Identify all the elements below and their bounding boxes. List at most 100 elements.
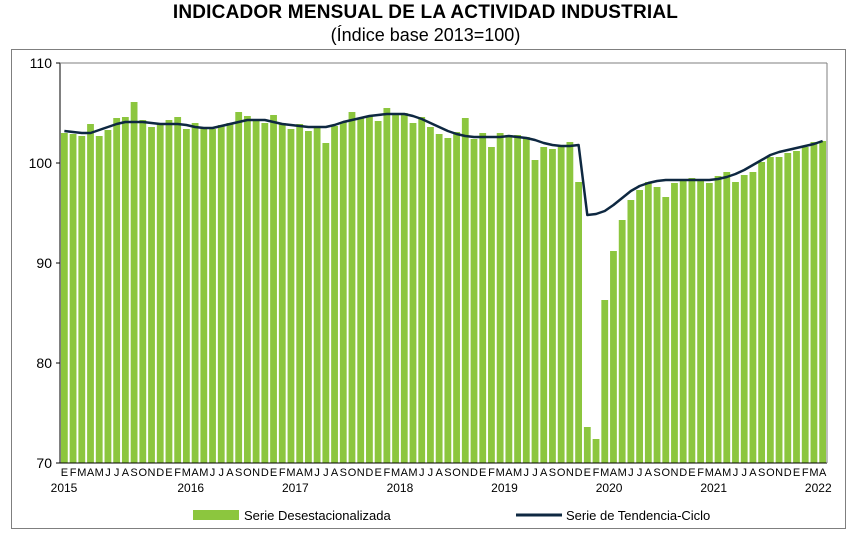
bar [618,220,626,463]
bar [697,180,705,463]
bar [339,122,347,463]
bar [182,129,190,463]
bar [636,190,644,463]
x-tick-month: M [722,467,731,479]
x-tick-month: F [488,467,495,479]
bar [766,157,774,463]
x-tick-month: J [419,467,425,479]
bar [740,175,748,463]
x-tick-month: M [304,467,313,479]
x-tick-month: J [114,467,120,479]
x-tick-month: N [461,467,469,479]
x-tick-month: E [688,467,695,479]
bar [313,127,321,463]
bar [374,121,382,463]
bar [688,178,696,463]
bar [514,135,521,463]
x-tick-month: A [714,467,722,479]
bar [261,123,269,463]
x-tick-month: J [105,467,111,479]
x-tick-month: J [323,467,329,479]
x-tick-month: O [452,467,461,479]
bar [400,113,408,463]
x-tick-month: A [122,467,130,479]
bar [427,127,434,463]
bar [252,121,260,463]
bar [775,157,783,463]
bar [601,300,609,463]
chart-frame [11,49,846,529]
x-tick-month: M [600,467,609,479]
x-tick-month: D [365,467,373,479]
x-tick-month: M [705,467,714,479]
x-tick-month: S [444,467,451,479]
bar [592,439,600,463]
bar [714,176,722,463]
x-tick-month: A [645,467,653,479]
x-tick-month: J [524,467,530,479]
bar [522,137,530,463]
bar [435,134,443,463]
x-tick-month: S [235,467,242,479]
chart-title: Indicador Mensual de la Actividad Indust… [172,2,679,23]
bar [644,182,652,463]
bar [662,197,670,463]
legend-bar-label: Serie Desestacionalizada [244,508,391,523]
bar [226,123,234,463]
bar [566,142,574,463]
bar [488,147,495,463]
x-tick-month: S [130,467,137,479]
x-tick-month: O [557,467,566,479]
bar [165,120,173,463]
x-tick-month: F [593,467,600,479]
x-tick-month: A [435,467,443,479]
bar [331,126,338,463]
x-tick-month: D [679,467,687,479]
x-tick-month: D [575,467,583,479]
legend-bar-swatch [193,510,239,520]
x-tick-month: S [549,467,556,479]
bar [679,179,687,463]
x-tick-month: E [165,467,172,479]
bar [235,112,243,463]
x-tick-month: M [408,467,417,479]
x-tick-month: F [383,467,390,479]
bar [87,124,94,463]
x-tick-year: 2017 [282,481,309,495]
x-tick-month: S [758,467,765,479]
x-tick-month: M [391,467,400,479]
bar [60,133,68,463]
trend-group [64,112,824,217]
bar [461,118,469,463]
x-tick-month: A [540,467,548,479]
bar [322,143,330,463]
x-tick-month: O [348,467,357,479]
x-tick-month: F [70,467,77,479]
bar [732,182,739,463]
x-tick-month: D [156,467,164,479]
bar [130,102,138,463]
chart-subtitle: (Índice base 2013=100) [330,25,521,45]
x-tick-month: N [148,467,156,479]
bar [148,127,155,463]
bar [305,131,312,463]
bar [470,139,478,463]
bar [357,118,365,463]
x-tick-year: 2020 [596,481,623,495]
bar [191,123,199,463]
x-tick-month: E [793,467,800,479]
bar [784,153,792,463]
x-tick-month: M [496,467,505,479]
x-tick-month: M [77,467,86,479]
bar [653,187,661,463]
bar [278,123,286,463]
x-tick-year: 2015 [51,481,78,495]
x-tick-month: F [802,467,809,479]
x-tick-month: M [199,467,208,479]
bar [69,134,77,463]
x-tick-month: N [775,467,783,479]
legend-group: Serie Desestacionalizada Serie de Tenden… [193,508,710,523]
bar [104,130,112,463]
bar [209,129,216,463]
y-tick-label: 110 [30,55,53,71]
